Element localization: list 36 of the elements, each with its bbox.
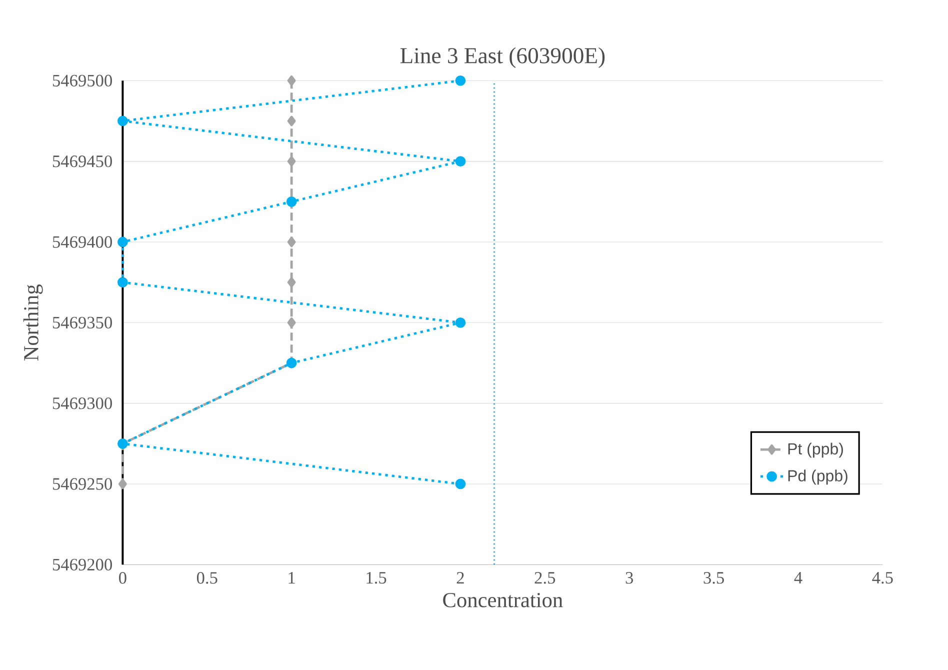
point [287,116,296,126]
point [287,317,296,328]
point [455,156,466,167]
y-tick-label: 5469250 [52,478,112,490]
y-axis-title: Northing [23,284,43,361]
point [455,478,466,490]
point [118,478,127,490]
x-tick-label: 4 [794,572,802,584]
point [117,236,128,248]
x-tick-label: 3.5 [704,572,724,584]
x-tick-label: 3 [626,572,633,584]
y-tick-label: 5469350 [52,316,112,328]
x-tick-label: 0.5 [196,572,218,584]
y-tick-label: 5469300 [52,397,112,410]
point [287,156,296,167]
y-tick-label: 5469200 [52,558,112,570]
x-axis-title: Concentration [443,592,563,608]
point [455,75,466,86]
point [117,277,128,288]
legend-label: Pt (ppb) [788,442,843,458]
point [287,75,296,86]
point [455,317,466,328]
point [117,116,128,126]
x-tick-label: 2.5 [534,572,556,584]
point [287,236,296,248]
chart-title: Line 3 East (603900E) [400,47,605,68]
x-tick-label: 1.5 [366,572,386,584]
x-tick-label: 4.5 [872,572,893,584]
x-tick-label: 2 [456,572,464,584]
y-tick-label: 5469500 [52,74,112,86]
x-tick-label: 1 [288,572,295,584]
x-tick-label: 0 [119,572,126,584]
point [287,277,296,288]
y-tick-label: 5469400 [52,236,112,248]
y-tick-label: 5469450 [52,155,112,168]
legend-label: Pd (ppb) [788,470,848,485]
